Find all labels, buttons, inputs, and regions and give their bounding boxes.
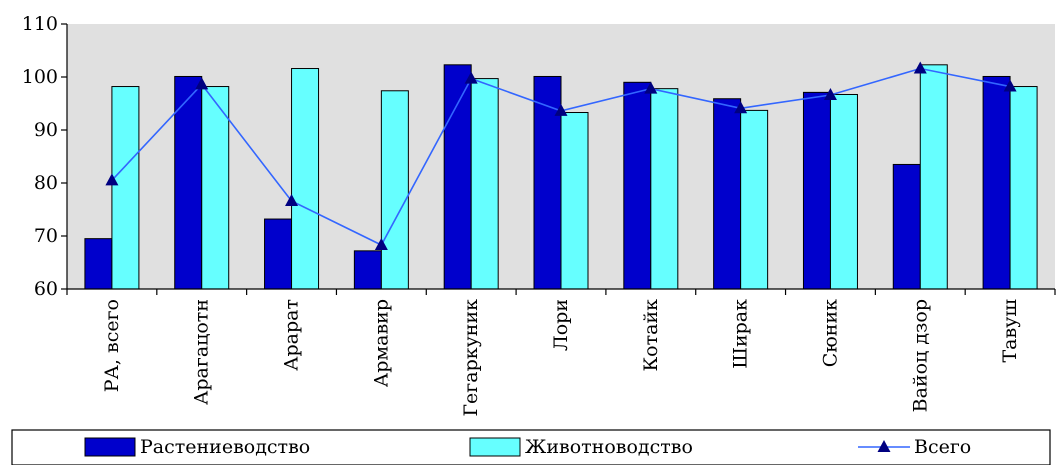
x-tick-label-5: Лори — [550, 299, 572, 351]
bar-zhivotnovodstvo-10 — [1009, 86, 1038, 290]
bars-layer — [84, 64, 1038, 290]
x-tick-label-9: Вайоц дзор — [909, 299, 931, 412]
legend: Растениеводство Животноводство Всего — [11, 429, 1051, 465]
x-tick-label-1: Арагацотн — [191, 299, 213, 405]
y-tick-label-70: 70 — [34, 225, 58, 247]
legend-box — [11, 429, 1051, 465]
y-tick-label-60: 60 — [34, 278, 58, 300]
x-tick-label-4: Гегаркуник — [460, 299, 482, 417]
bar-rastenievodstvo-7 — [713, 98, 742, 290]
bar-zhivotnovodstvo-0 — [111, 86, 140, 290]
y-tick-label-80: 80 — [34, 172, 58, 194]
bar-rastenievodstvo-1 — [174, 75, 203, 290]
axes-layer: 60 70 80 90 100 110 — [22, 13, 1056, 300]
y-tick-label-100: 100 — [22, 66, 58, 88]
total-point-4 — [464, 71, 478, 84]
bar-rastenievodstvo-9 — [892, 163, 921, 290]
bar-zhivotnovodstvo-6 — [650, 88, 679, 290]
bar-rastenievodstvo-8 — [802, 91, 831, 290]
total-point-3 — [374, 238, 388, 251]
legend-swatch-zhivotnovodstvo — [469, 437, 521, 457]
x-tick-label-6: Котайк — [640, 299, 662, 372]
x-tick-label-3: Армавир — [370, 299, 392, 387]
legend-marker-vsego — [877, 440, 891, 452]
total-point-9 — [913, 61, 927, 74]
total-point-6 — [644, 81, 658, 94]
total-point-5 — [554, 103, 568, 116]
total-point-8 — [823, 88, 837, 101]
y-tick-label-110: 110 — [22, 13, 58, 35]
bar-zhivotnovodstvo-8 — [829, 93, 858, 290]
legend-label-zhivotnovodstvo: Животноводство — [525, 436, 693, 458]
y-tick-label-90: 90 — [34, 119, 58, 141]
total-point-0 — [105, 173, 119, 186]
total-point-7 — [734, 101, 748, 114]
total-point-2 — [285, 194, 299, 207]
line-layer — [105, 61, 1017, 251]
legend-label-vsego: Всего — [914, 436, 971, 458]
bar-rastenievodstvo-6 — [623, 81, 652, 290]
bar-zhivotnovodstvo-7 — [740, 109, 769, 290]
bar-zhivotnovodstvo-5 — [560, 112, 589, 290]
x-tick-label-2: Арарат — [281, 299, 303, 371]
bar-rastenievodstvo-3 — [353, 250, 382, 290]
x-tick-label-7: Ширак — [730, 299, 752, 369]
bar-zhivotnovodstvo-2 — [291, 68, 320, 290]
x-tick-label-0: РА, всего — [101, 299, 123, 392]
x-tick-label-8: Сюник — [819, 299, 841, 367]
bar-rastenievodstvo-10 — [982, 75, 1011, 290]
bar-rastenievodstvo-5 — [533, 75, 562, 290]
legend-label-rastenievodstvo: Растениеводство — [140, 436, 310, 458]
total-point-10 — [1003, 79, 1017, 92]
bar-rastenievodstvo-0 — [84, 238, 113, 290]
bar-zhivotnovodstvo-3 — [380, 90, 409, 290]
bar-zhivotnovodstvo-9 — [919, 64, 948, 290]
legend-swatch-rastenievodstvo — [84, 437, 136, 457]
total-point-1 — [195, 77, 209, 90]
bar-rastenievodstvo-2 — [264, 218, 293, 290]
bar-zhivotnovodstvo-4 — [470, 78, 499, 290]
bar-rastenievodstvo-4 — [443, 64, 472, 290]
x-tick-label-10: Тавуш — [999, 299, 1021, 363]
bar-zhivotnovodstvo-1 — [201, 86, 230, 290]
x-tick-labels: РА, всего Арагацотн Арарат Армавир Гегаркуни… — [101, 299, 1021, 417]
